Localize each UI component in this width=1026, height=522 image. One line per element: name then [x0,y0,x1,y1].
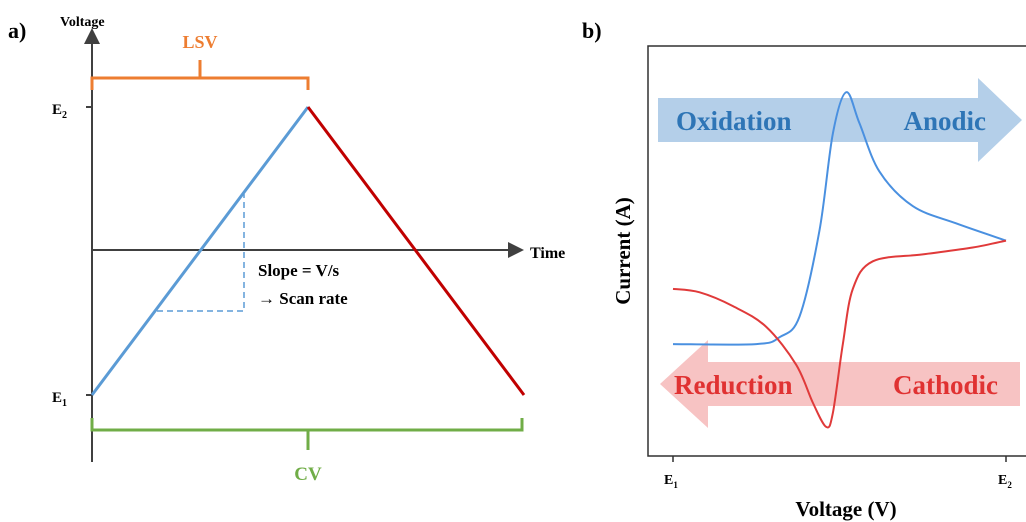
tick-label-e2: E2 [52,102,67,121]
reduction-arrow [660,340,1020,428]
cv-label: CV [294,464,322,485]
x-axis-label-voltage: Voltage (V) [795,497,896,521]
cv-bracket [90,418,524,450]
panel-a: a) Voltage Time E2 E1 LSV CV Slope = V/s… [8,15,565,485]
y-axis-label-current: Current (A) [611,197,635,305]
reduction-sweep-curve [672,239,1007,429]
panel-b: b) Oxidation Anodic Reduction Cathodic E… [582,18,1026,521]
tick-label-x-e2: E2 [998,473,1012,490]
reduction-label: Reduction [674,370,793,400]
forward-scan-line [90,106,310,396]
oxidation-sweep-curve [672,91,1007,346]
y-axis-label-voltage: Voltage [60,15,105,30]
cathodic-label: Cathodic [893,370,998,400]
slope-text: Slope = V/s [258,261,340,280]
reverse-scan-line [306,106,526,396]
anodic-label: Anodic [903,106,986,136]
panel-b-label: b) [582,18,602,43]
panel-a-label: a) [8,18,26,43]
slope-triangle [157,194,245,312]
scan-rate-text: → Scan rate [258,289,348,308]
oxidation-arrow [658,78,1022,162]
x-axis-label-time: Time [530,245,565,262]
oxidation-label: Oxidation [676,106,792,136]
tick-label-x-e1: E1 [664,473,678,490]
lsv-label: LSV [182,32,217,52]
tick-label-e1: E1 [52,390,67,409]
plot-frame [647,45,1026,457]
lsv-bracket [90,60,310,90]
